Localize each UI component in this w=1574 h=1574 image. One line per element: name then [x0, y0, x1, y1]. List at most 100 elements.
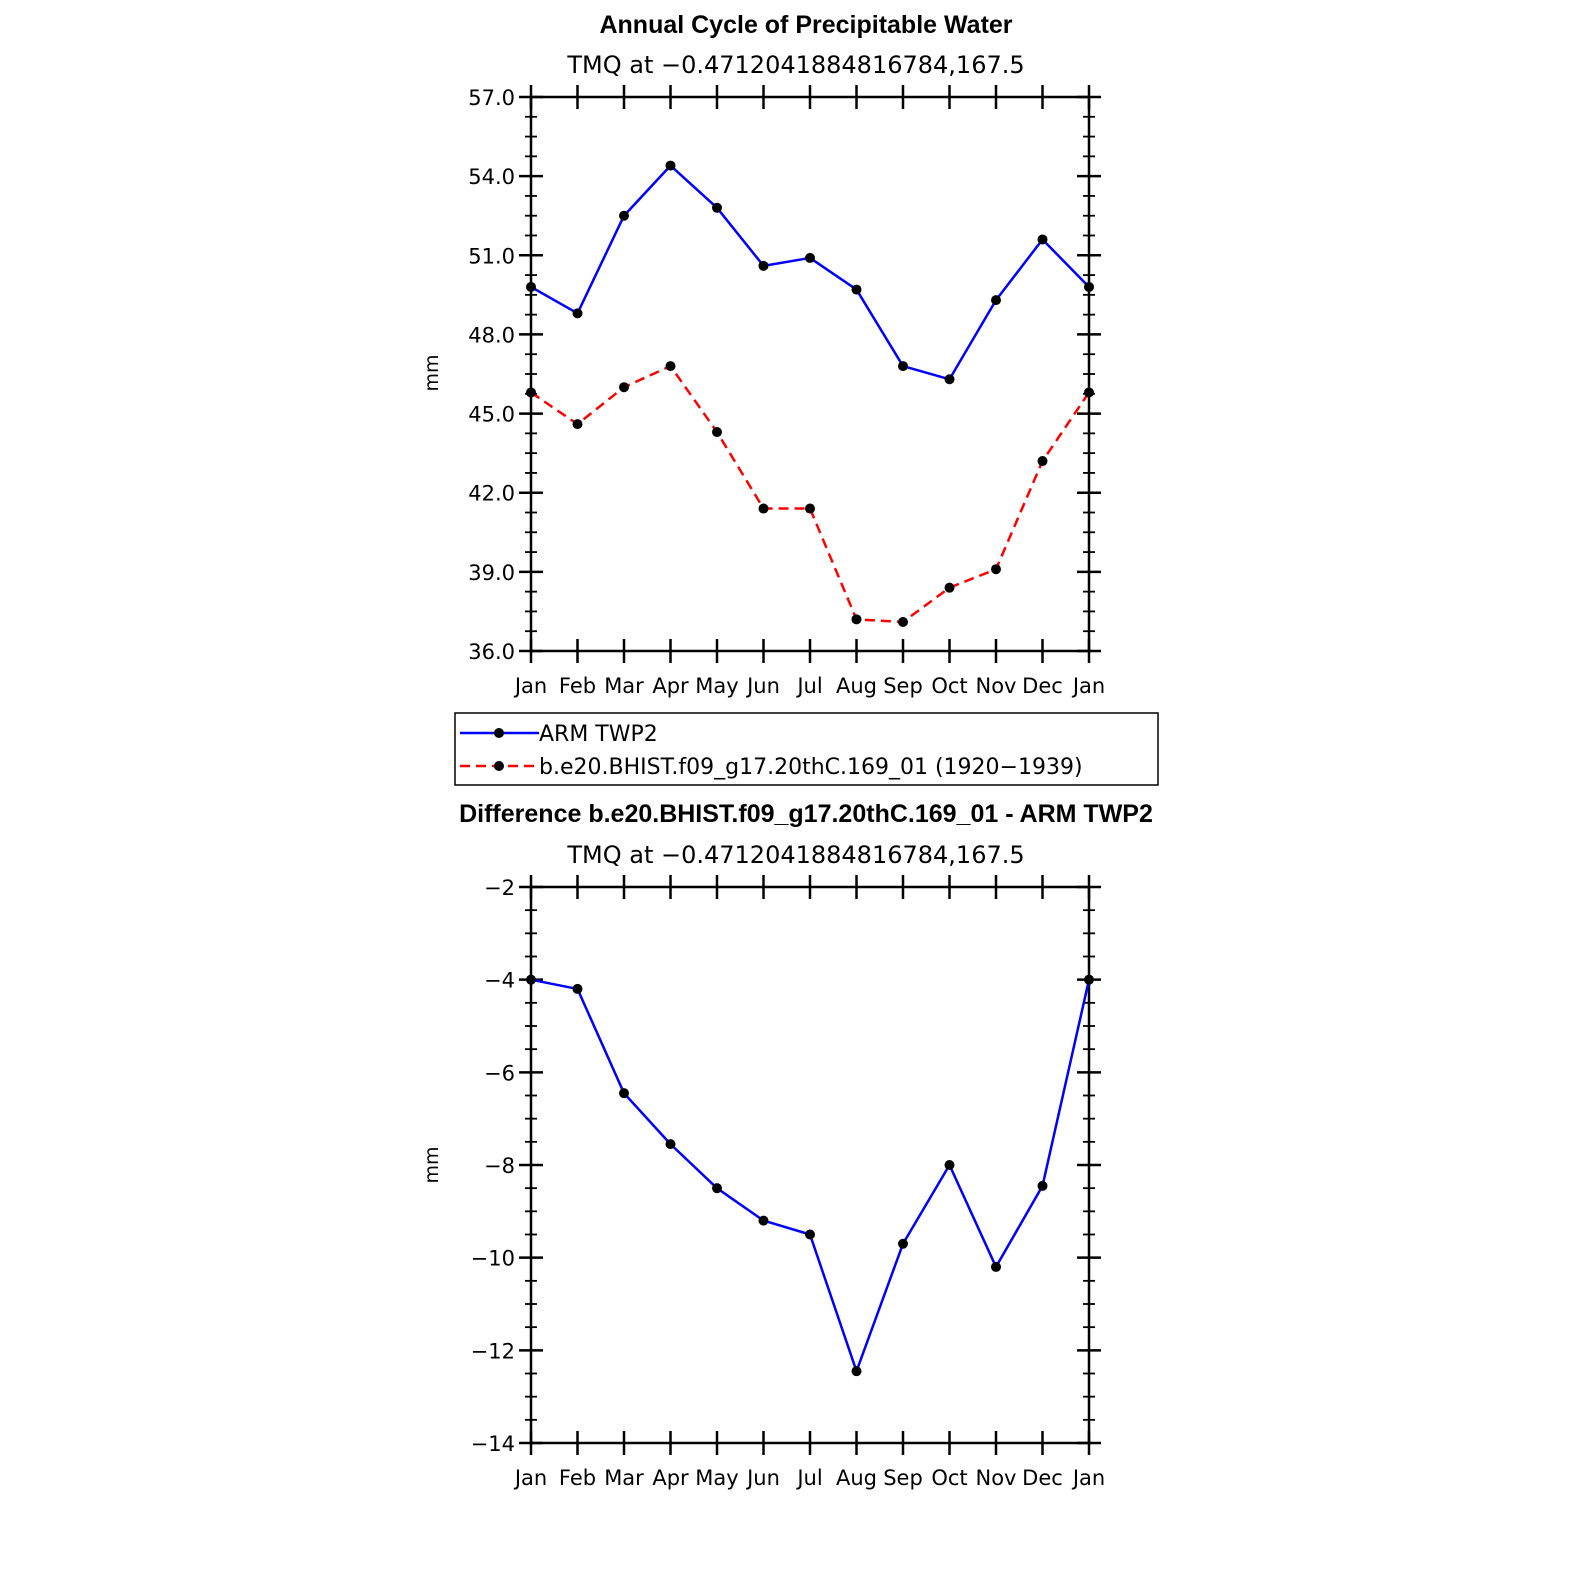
y-tick-label: 42.0 — [468, 482, 515, 506]
y-tick-label: 39.0 — [468, 561, 515, 585]
data-point — [1037, 456, 1048, 467]
legend-box — [454, 712, 1159, 786]
x-tick-label: Aug — [836, 674, 877, 698]
x-tick-label: Nov — [976, 1466, 1017, 1490]
x-tick-label: May — [695, 1466, 738, 1490]
x-tick-label: Jan — [1071, 674, 1105, 698]
data-point — [526, 387, 536, 398]
data-point — [665, 361, 676, 372]
x-tick-label: Apr — [652, 1466, 689, 1490]
data-point — [758, 503, 769, 514]
data-point — [619, 210, 629, 221]
data-point — [805, 1229, 815, 1240]
data-point — [944, 374, 955, 385]
x-tick-label: Mar — [604, 674, 644, 698]
y-tick-label: −8 — [484, 1154, 515, 1178]
chart-title: Annual Cycle of Precipitable Water — [599, 11, 1012, 39]
chart-subtitle: TMQ at −0.4712041884816784,167.5 — [566, 841, 1024, 869]
data-point — [712, 1183, 722, 1194]
data-point — [1084, 387, 1094, 398]
plot-area: −14 −12 −10 −8 −6 −4 −2 Jan Feb Mar Apr May Jun Jul Au… — [471, 875, 1105, 1490]
data-point — [712, 202, 722, 213]
legend-label-model: b.e20.BHIST.f09_g17.20thC.169_01 (1920−1… — [539, 755, 1083, 780]
data-point — [619, 382, 629, 393]
plot-frame — [529, 95, 1091, 653]
difference-chart: Difference b.e20.BHIST.f09_g17.20thC.169… — [421, 800, 1153, 1490]
data-point — [619, 1088, 629, 1099]
data-point — [758, 1215, 769, 1226]
x-tick-label: Oct — [931, 1466, 967, 1490]
series-line-0 — [530, 978, 1091, 1373]
legend: ARM TWP2 b.e20.BHIST.f09_g17.20thC.169_0… — [454, 712, 1159, 786]
x-tick-label: Jan — [1071, 1466, 1105, 1490]
y-tick-label: −2 — [484, 876, 515, 900]
data-point — [758, 260, 769, 271]
data-point — [572, 419, 583, 430]
x-tick-label: Feb — [559, 674, 596, 698]
series-line-0 — [530, 164, 1090, 381]
x-tick-label: Jul — [795, 1466, 822, 1490]
x-tick-label: May — [695, 674, 738, 698]
x-tick-label: Jul — [795, 674, 822, 698]
y-tick-label: −12 — [471, 1339, 515, 1363]
y-tick-label: 48.0 — [468, 323, 515, 347]
chart-title: Difference b.e20.BHIST.f09_g17.20thC.169… — [459, 800, 1153, 828]
x-tick-label: Oct — [931, 674, 967, 698]
data-point — [991, 1261, 1001, 1272]
x-tick-label: Jan — [513, 674, 547, 698]
y-tick-label: −4 — [484, 969, 515, 993]
x-tick-label: Jun — [745, 1466, 780, 1490]
x-tick-label: Jan — [513, 1466, 547, 1490]
data-point — [805, 252, 815, 263]
y-tick-label: 54.0 — [468, 165, 515, 189]
data-point — [1037, 1180, 1048, 1191]
x-tick-label: Feb — [559, 1466, 596, 1490]
y-tick-label: −6 — [484, 1061, 515, 1085]
legend-marker-model — [494, 761, 504, 771]
data-point — [712, 427, 722, 438]
data-point — [572, 308, 583, 319]
data-point — [805, 503, 815, 514]
x-tick-label: Sep — [883, 1466, 923, 1490]
y-axis-label: mm — [421, 354, 443, 391]
y-tick-label: 36.0 — [468, 640, 515, 664]
series-line-1 — [530, 364, 1091, 624]
x-tick-label: Dec — [1022, 674, 1063, 698]
x-tick-label: Jun — [745, 674, 780, 698]
data-point — [1037, 234, 1048, 245]
data-point — [944, 582, 955, 593]
y-tick-label: 57.0 — [468, 86, 515, 110]
data-point — [898, 361, 908, 372]
data-point — [1084, 281, 1094, 292]
data-point — [1084, 974, 1094, 985]
data-point — [851, 284, 862, 295]
data-point — [991, 295, 1001, 306]
precipitable-water-chart: Annual Cycle of Precipitable Water TMQ a… — [421, 11, 1159, 786]
data-point — [851, 1366, 862, 1377]
data-point — [898, 616, 908, 627]
data-point — [851, 614, 862, 625]
y-tick-label: 51.0 — [468, 244, 515, 268]
legend-item-arm: ARM TWP2 — [460, 722, 658, 747]
data-point — [665, 160, 676, 171]
data-point — [944, 1160, 955, 1170]
x-tick-label: Nov — [976, 674, 1017, 698]
data-point — [572, 983, 583, 994]
plot-area: 36.0 39.0 42.0 45.0 48.0 51.0 54.0 57.0 Jan Feb Ma… — [468, 85, 1105, 698]
data-point — [665, 1139, 676, 1150]
plot-frame — [529, 885, 1091, 1445]
x-tick-label: Dec — [1022, 1466, 1063, 1490]
legend-marker-arm — [494, 728, 504, 738]
data-point — [526, 281, 536, 292]
data-point — [526, 974, 536, 985]
legend-item-model: b.e20.BHIST.f09_g17.20thC.169_01 (1920−1… — [460, 755, 1083, 780]
y-tick-label: −10 — [471, 1247, 515, 1271]
y-tick-label: −14 — [471, 1432, 515, 1456]
x-tick-label: Apr — [652, 674, 689, 698]
legend-label-arm: ARM TWP2 — [539, 722, 658, 747]
data-point — [991, 564, 1001, 575]
chart-subtitle: TMQ at −0.4712041884816784,167.5 — [566, 51, 1024, 79]
y-tick-label: 45.0 — [468, 403, 515, 427]
y-axis-label: mm — [421, 1146, 443, 1183]
